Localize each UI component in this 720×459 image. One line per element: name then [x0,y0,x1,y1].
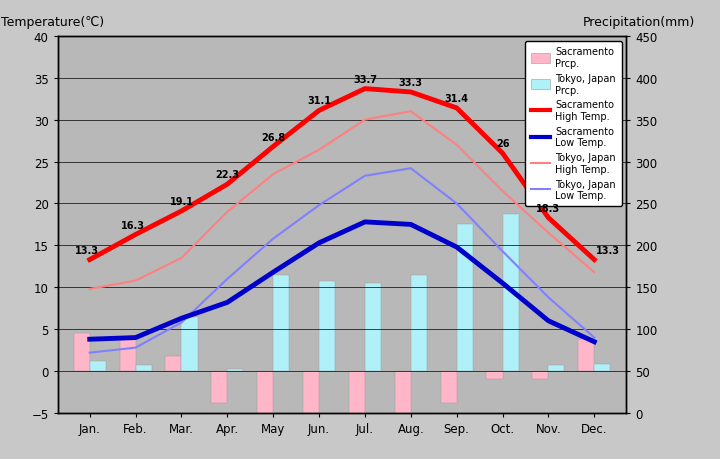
Text: 22.3: 22.3 [215,170,239,180]
Text: Temperature(℃): Temperature(℃) [1,16,104,29]
Bar [273,275,289,371]
Bar [90,361,106,371]
Text: 33.3: 33.3 [399,78,423,88]
Bar [166,356,181,371]
Text: 13.3: 13.3 [596,245,620,255]
Bar [73,334,90,371]
Bar [211,371,228,403]
Bar [319,281,335,371]
Text: 19.1: 19.1 [169,196,194,207]
Bar [456,225,473,371]
Text: 16.3: 16.3 [121,220,145,230]
Bar [411,275,427,371]
Bar [395,371,411,420]
Bar [257,371,273,420]
Bar [120,338,135,371]
Bar [228,369,243,371]
Bar [503,214,518,371]
Bar [594,364,611,371]
Bar [349,371,365,420]
Text: 13.3: 13.3 [75,245,99,255]
Bar [578,340,594,371]
Text: 26: 26 [496,139,509,149]
Text: 33.7: 33.7 [353,74,377,84]
Bar [532,371,549,380]
Text: 26.8: 26.8 [261,132,285,142]
Bar [303,371,319,413]
Text: 31.4: 31.4 [445,94,469,104]
Bar [365,284,381,371]
Bar [135,365,152,371]
Bar [181,317,197,371]
Text: 18.3: 18.3 [536,203,560,213]
Text: Precipitation(mm): Precipitation(mm) [582,16,695,29]
Bar [549,365,564,371]
Bar [487,371,503,380]
Legend: Sacramento
Prcp., Tokyo, Japan
Prcp., Sacramento
High Temp., Sacramento
Low Temp: Sacramento Prcp., Tokyo, Japan Prcp., Sa… [525,42,621,207]
Text: 31.1: 31.1 [307,96,331,106]
Bar [441,371,456,403]
